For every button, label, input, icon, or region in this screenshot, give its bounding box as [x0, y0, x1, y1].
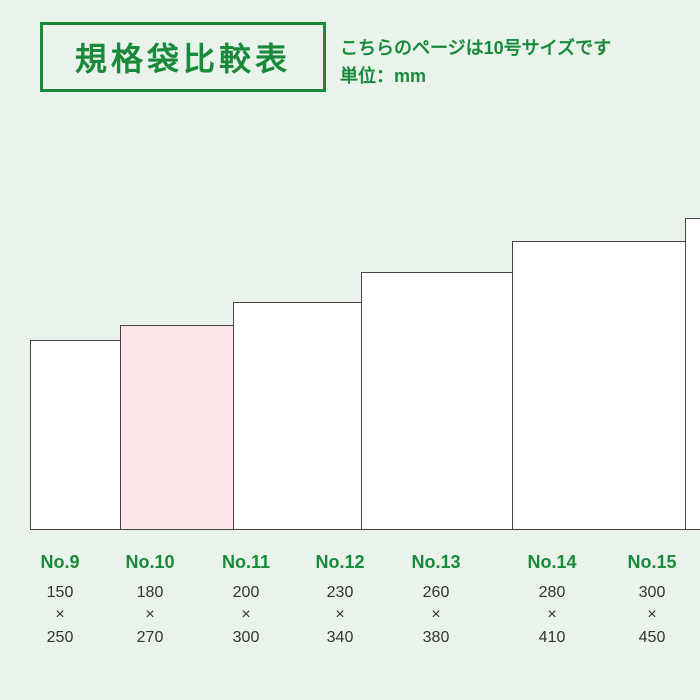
bag-dimensions: 280×410	[502, 582, 602, 649]
bag-rect	[685, 218, 700, 530]
bag-width: 260	[386, 582, 486, 604]
bag-size-no: No.15	[602, 552, 700, 573]
canvas: 規格袋比較表 こちらのページは10号サイズです 単位：mm No.9150×25…	[0, 0, 700, 700]
bag-width: 180	[100, 582, 200, 604]
bag-height: 270	[100, 627, 200, 649]
bag-height: 340	[290, 627, 390, 649]
bag-rect	[512, 241, 700, 530]
note-page-size: こちらのページは10号サイズです	[340, 34, 611, 60]
bag-width: 280	[502, 582, 602, 604]
bag-dimensions: 150×250	[10, 582, 110, 649]
bag-size-no: No.12	[290, 552, 390, 573]
title-box: 規格袋比較表	[40, 22, 326, 92]
bag-dimensions: 200×300	[196, 582, 296, 649]
bag-height: 450	[602, 627, 700, 649]
bag-times: ×	[502, 604, 602, 626]
bag-times: ×	[196, 604, 296, 626]
note-unit: 単位：mm	[340, 62, 426, 88]
bag-dimensions: 180×270	[100, 582, 200, 649]
bag-size-no: No.11	[196, 552, 296, 573]
bag-dimensions: 300×450	[602, 582, 700, 649]
bag-times: ×	[386, 604, 486, 626]
bag-size-no: No.14	[502, 552, 602, 573]
title-text: 規格袋比較表	[75, 34, 291, 80]
bag-size-no: No.10	[100, 552, 200, 573]
bag-rect	[361, 272, 536, 530]
bag-dimensions: 260×380	[386, 582, 486, 649]
bag-height: 300	[196, 627, 296, 649]
bag-height: 250	[10, 627, 110, 649]
bag-times: ×	[290, 604, 390, 626]
bag-width: 230	[290, 582, 390, 604]
bag-height: 380	[386, 627, 486, 649]
bag-width: 300	[602, 582, 700, 604]
bag-times: ×	[100, 604, 200, 626]
bag-size-no: No.9	[10, 552, 110, 573]
bag-times: ×	[10, 604, 110, 626]
bag-size-no: No.13	[386, 552, 486, 573]
bag-width: 200	[196, 582, 296, 604]
bag-dimensions: 230×340	[290, 582, 390, 649]
bag-height: 410	[502, 627, 602, 649]
bag-times: ×	[602, 604, 700, 626]
bag-width: 150	[10, 582, 110, 604]
